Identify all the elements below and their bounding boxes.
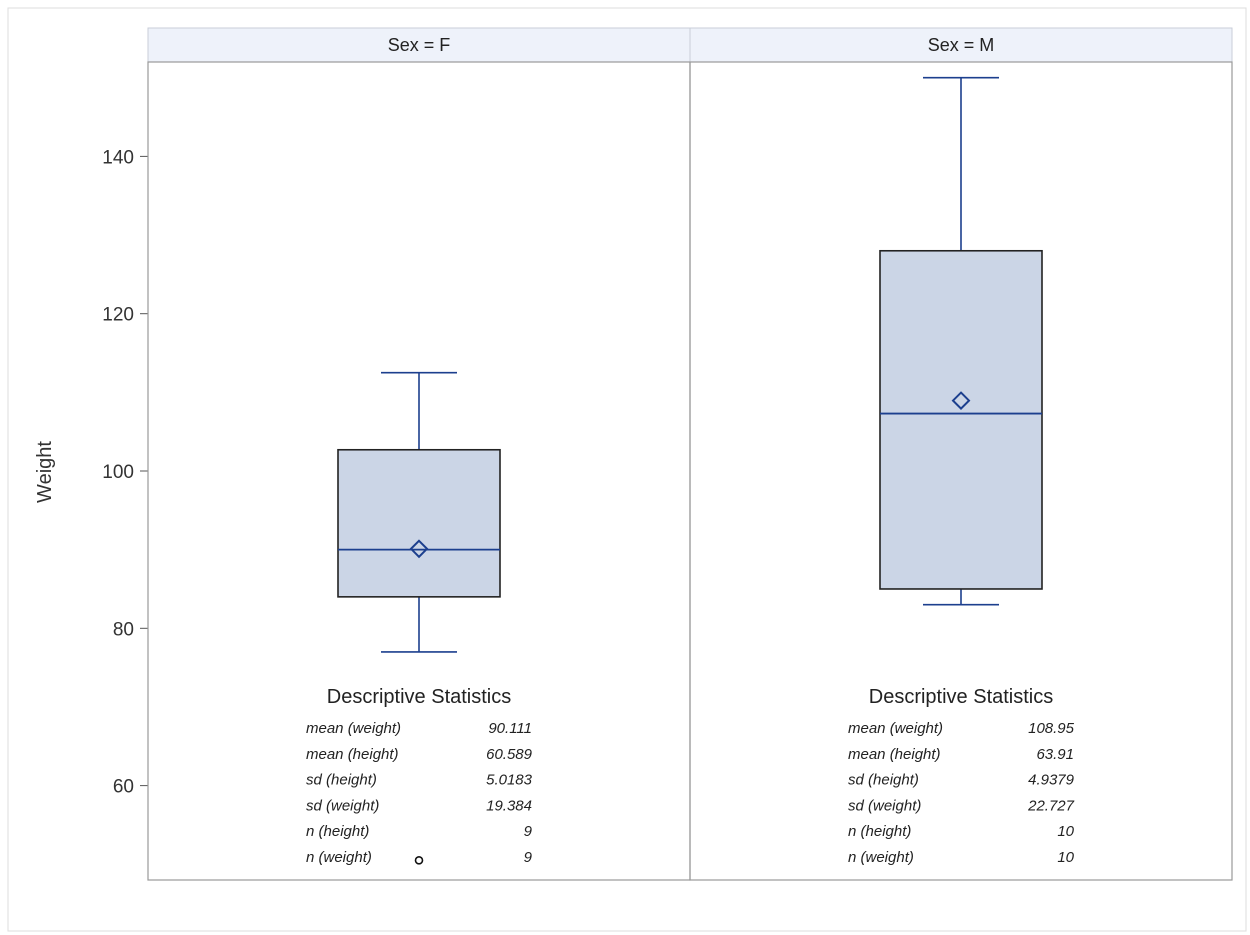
stats-value: 19.384 — [486, 797, 532, 814]
panel-frame — [689, 61, 1233, 881]
stats-value: 10 — [1057, 849, 1074, 866]
y-tick-label: 120 — [102, 305, 134, 326]
y-axis: 60 80 100 120 140 — [102, 147, 148, 798]
stats-name: n (weight) — [306, 849, 372, 866]
stats-name: mean (height) — [848, 746, 941, 763]
stats-value: 9 — [524, 823, 533, 840]
stats-name: mean (weight) — [848, 720, 943, 737]
stats-name: sd (height) — [848, 772, 919, 789]
stats-value: 60.589 — [486, 746, 533, 763]
y-axis-title: Weight — [34, 441, 56, 503]
stats-title: Descriptive Statistics — [327, 686, 512, 708]
panel-m: Sex = M Descriptive Statistics mean (weigh… — [689, 27, 1233, 881]
stats-name: sd (weight) — [848, 797, 921, 814]
stats-name: mean (weight) — [306, 720, 401, 737]
stats-value: 63.91 — [1036, 746, 1074, 763]
outlier-point — [414, 856, 424, 865]
panel-strip-label: Sex = M — [928, 35, 995, 55]
stats-title: Descriptive Statistics — [869, 686, 1054, 708]
iqr-box — [337, 448, 501, 598]
stats-value: 108.95 — [1028, 720, 1075, 737]
stats-value: 22.727 — [1027, 797, 1075, 814]
stats-value: 90.111 — [488, 720, 532, 737]
stats-name: n (height) — [306, 823, 369, 840]
mean-marker — [409, 539, 429, 559]
stats-name: sd (weight) — [306, 797, 379, 814]
y-tick-label: 80 — [113, 619, 134, 640]
panel-strip — [689, 27, 1233, 63]
stats-name: n (weight) — [848, 849, 914, 866]
y-tick-label: 100 — [102, 462, 134, 483]
panel-f: Sex = F Descriptive Statistics mean (weigh… — [147, 27, 691, 881]
stats-value: 10 — [1057, 823, 1074, 840]
stats-value: 5.0183 — [486, 772, 533, 789]
mean-marker — [951, 391, 971, 411]
panel-strip-label: Sex = F — [388, 35, 451, 55]
stats-value: 4.9379 — [1028, 772, 1075, 789]
stats-name: sd (height) — [306, 772, 377, 789]
outer-frame — [7, 7, 1247, 932]
iqr-box — [879, 249, 1043, 590]
y-tick-label: 60 — [113, 777, 134, 798]
panels: Sex = F Descriptive Statistics mean (weigh… — [147, 27, 1233, 881]
y-tick-label: 140 — [102, 147, 134, 168]
stats-value: 9 — [524, 849, 533, 866]
stats-name: n (height) — [848, 823, 911, 840]
stats-name: mean (height) — [306, 746, 399, 763]
